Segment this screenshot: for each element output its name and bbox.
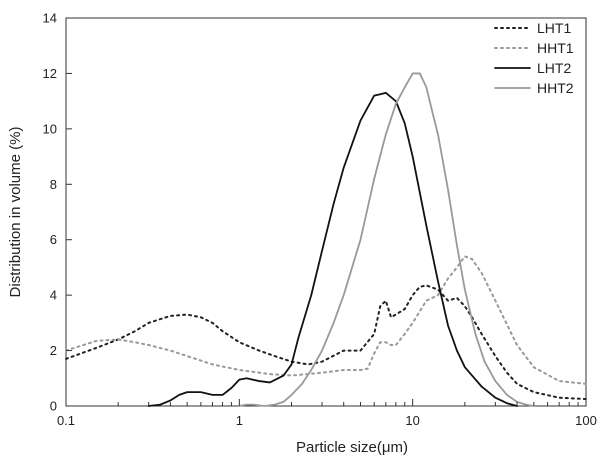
legend: LHT1 HHT1 LHT2 HHT2 (494, 20, 574, 96)
x-tick-label: 100 (575, 413, 597, 428)
legend-label-lht2: LHT2 (537, 60, 571, 76)
y-tick-label: 12 (43, 66, 57, 81)
x-axis-label: Particle size(μm) (296, 439, 408, 456)
y-tick-label: 14 (43, 11, 57, 26)
y-tick-label: 4 (50, 288, 57, 303)
x-tick-label: 1 (236, 413, 243, 428)
series-line-hht2 (238, 72, 535, 407)
x-axis-ticks: 0.1 1 10 100 (57, 399, 597, 428)
series-line-lht2 (147, 91, 518, 407)
y-tick-label: 6 (50, 232, 57, 247)
legend-label-lht1: LHT1 (537, 20, 571, 36)
x-tick-label: 10 (405, 413, 419, 428)
legend-label-hht1: HHT1 (537, 40, 574, 56)
y-tick-label: 10 (43, 121, 57, 136)
series-layer (65, 72, 587, 407)
y-tick-label: 0 (50, 399, 57, 414)
y-axis-label: Distribution in volume (%) (7, 127, 24, 298)
plot-border (65, 17, 587, 407)
y-tick-label: 8 (50, 177, 57, 192)
y-axis-ticks: 0 2 4 6 8 10 12 14 (43, 11, 72, 414)
legend-label-hht2: HHT2 (537, 80, 574, 96)
series-line-lht1 (65, 284, 587, 401)
plot-frame (65, 17, 587, 407)
y-tick-label: 2 (50, 343, 57, 358)
x-tick-label: 0.1 (57, 413, 75, 428)
series-line-hht1 (65, 255, 587, 385)
